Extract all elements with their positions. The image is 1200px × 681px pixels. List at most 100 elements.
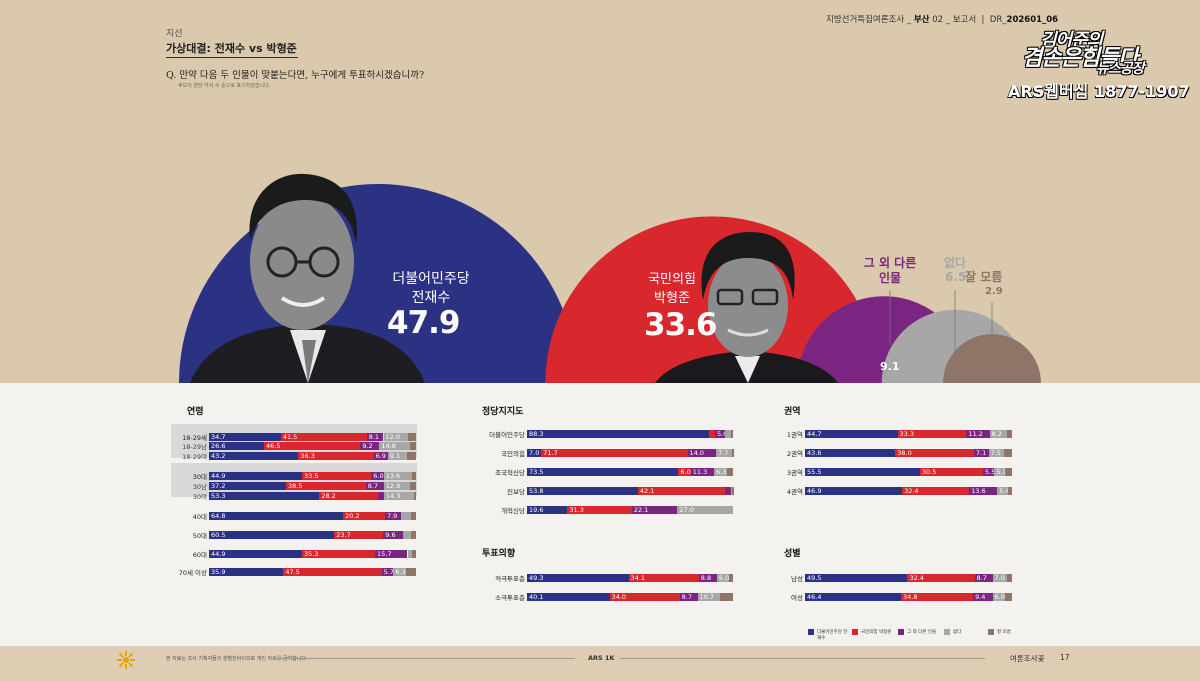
bar-segment	[411, 531, 416, 539]
bar-segment: 8.8	[698, 574, 717, 582]
row-label: 30남	[192, 483, 207, 491]
meta-region: 부산	[913, 15, 930, 25]
bar-segment	[377, 492, 384, 500]
candidate-portrait-park	[655, 232, 838, 383]
panel-title: 성별	[784, 549, 801, 559]
legend-label: 잘 모름	[997, 630, 1011, 635]
footer-rule-right	[620, 658, 985, 659]
meta-survey: 지방선거특집여론조사	[826, 15, 905, 25]
bar-segment	[411, 472, 416, 480]
dunno-label: 잘 모름	[965, 270, 1003, 284]
bar-segment: 6.0	[992, 593, 1005, 601]
footer-rule-left	[275, 658, 575, 659]
panel-title: 권역	[784, 407, 801, 417]
bar-segment: 38.5	[286, 482, 366, 490]
bar-segment: 44.9	[209, 550, 302, 558]
bar-segment: 5.7	[381, 568, 394, 576]
bar-segment: 32.4	[902, 487, 970, 495]
bar-segment: 9.1	[387, 452, 407, 460]
row-label: 18-29여	[182, 453, 207, 461]
bar-segment: 46.9	[805, 487, 903, 495]
footer-center: ARS 1K	[588, 654, 615, 662]
bar-segment	[708, 430, 716, 438]
footer-page: 17	[1060, 653, 1070, 662]
bar-segment: 7.7	[716, 449, 732, 457]
row-label: 남성	[791, 575, 803, 583]
bar-segment	[1004, 593, 1012, 601]
row-label: 조국혁신당	[495, 469, 525, 477]
ppp-party-label: 국민의힘 박형준	[632, 270, 712, 308]
bar-segment	[411, 550, 416, 558]
row-label: 70세 이상	[178, 569, 207, 577]
bar-segment: 41.5	[280, 433, 367, 441]
bar-segment: 88.3	[527, 430, 709, 438]
bar-segment	[407, 550, 412, 558]
bar-segment: 44.7	[805, 430, 898, 438]
row-label: 소극투표층	[495, 594, 525, 602]
dem-party-label: 더불어민주당 전재수	[376, 270, 486, 308]
bar-segment: 32.4	[907, 574, 975, 582]
bar-segment: 34.8	[901, 593, 974, 601]
bar-segment: 34.7	[209, 433, 281, 441]
bar-segment: 12.0	[383, 433, 409, 441]
bar-segment: 5.0	[715, 430, 726, 438]
bar-segment	[413, 492, 416, 500]
bar-segment	[1008, 487, 1012, 495]
bar-segment	[719, 593, 733, 601]
panel-title: 투표의향	[482, 549, 516, 559]
other-value: 9.1	[880, 360, 900, 373]
bar-segment	[403, 531, 412, 539]
row-label: 30여	[192, 493, 207, 501]
bar-segment: 13.6	[383, 472, 412, 480]
footer-brand: 여론조사꽃	[1010, 654, 1045, 663]
sunflower-icon	[117, 651, 135, 669]
bar-segment: 13.6	[969, 487, 998, 495]
ppp-value: 33.6	[644, 307, 717, 343]
panel-title: 연령	[187, 407, 204, 417]
meta-code: 202601_06	[1006, 15, 1059, 25]
bar-segment: 6.9	[373, 452, 388, 460]
panel-title: 정당지지도	[482, 407, 524, 417]
dem-party: 더불어민주당	[392, 271, 470, 287]
bar-segment: 12.9	[383, 482, 411, 490]
bar-segment	[731, 487, 734, 495]
question-text: Q. 만약 다음 두 인물이 맞붙는다면, 누구에게 투표하시겠습니까?	[166, 70, 425, 81]
bar-segment	[408, 433, 416, 441]
bar-segment: 8.7	[365, 482, 384, 490]
bar-segment: 31.3	[567, 506, 632, 514]
bar-segment: 53.3	[209, 492, 320, 500]
logo-phone: ARS웹버십 1877-1907	[1008, 82, 1190, 101]
bar-segment	[1004, 449, 1012, 457]
bar-segment: 9.4	[973, 593, 993, 601]
none-value: 6.5	[945, 270, 967, 284]
row-label: 개혁신당	[501, 507, 525, 515]
bar-segment: 22.1	[631, 506, 678, 514]
bar-segment: 7.9	[384, 512, 402, 520]
bar-segment: 43.6	[805, 449, 896, 457]
logo-line2: 겸손은힘들다	[1022, 46, 1138, 71]
logo-line3: 뉴스공장	[1096, 61, 1145, 77]
legend-label: 없다	[953, 630, 962, 635]
legend-swatch	[808, 629, 814, 635]
bar-segment	[1007, 574, 1012, 582]
bar-segment: 36.3	[298, 452, 374, 460]
bar-segment: 7.1	[973, 449, 989, 457]
row-label: 더불어민주당	[489, 431, 525, 439]
meta-code-prefix: DR_	[989, 15, 1007, 25]
bar-segment	[731, 449, 734, 457]
bar-segment: 11.3	[690, 468, 715, 476]
bar-segment: 5.4	[997, 487, 1009, 495]
bar-segment	[729, 574, 733, 582]
none-label: 없다	[944, 256, 967, 270]
bar-segment	[409, 442, 416, 450]
bar-segment: 47.5	[283, 568, 382, 576]
bar-segment: 35.9	[209, 568, 284, 576]
bar-segment: 26.6	[209, 442, 265, 450]
bar-segment	[730, 487, 733, 495]
meta-page: 02	[932, 15, 944, 25]
legend-label: 국민의힘 박형준	[861, 630, 892, 635]
bar-segment: 7.0	[992, 574, 1008, 582]
bar-segment	[406, 452, 416, 460]
bar-segment: 49.3	[527, 574, 629, 582]
logo-line1: 김어준의	[1040, 30, 1103, 51]
